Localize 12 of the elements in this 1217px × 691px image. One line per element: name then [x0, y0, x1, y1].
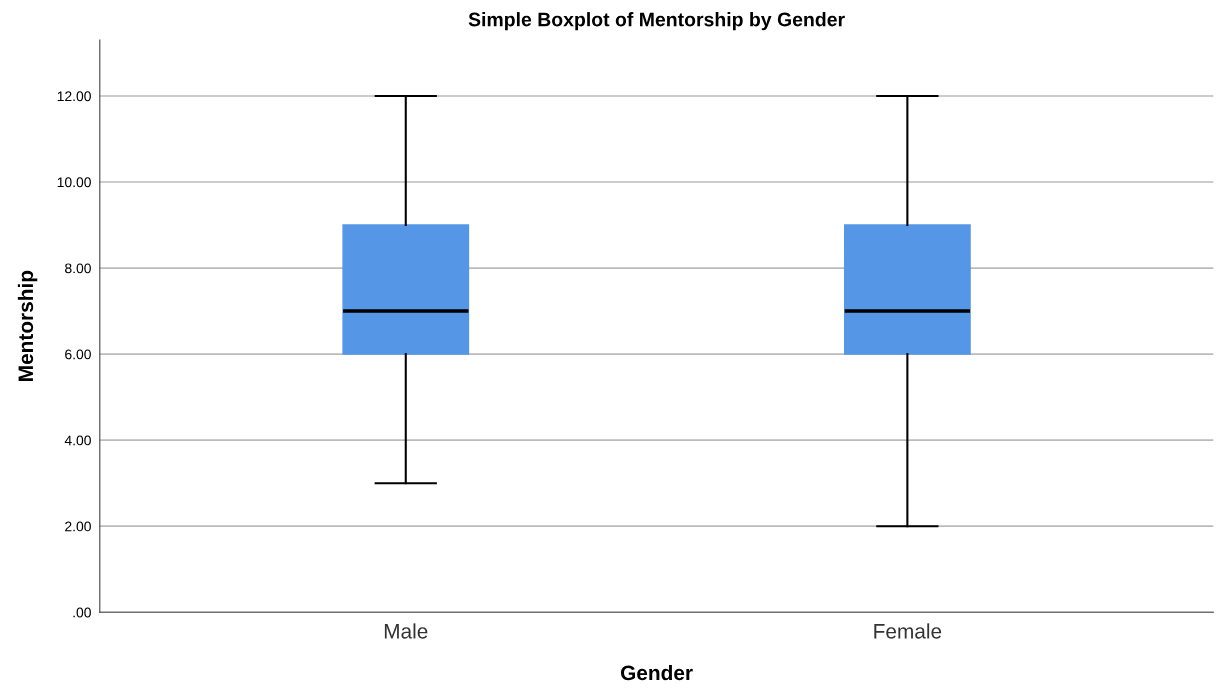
y-tick-label: 10.00: [57, 177, 91, 188]
y-tick-label: 4.00: [64, 435, 91, 446]
y-tick-label: 2.00: [65, 521, 91, 532]
y-tick-label: 8.00: [65, 263, 91, 274]
y-tick-label: 6.00: [65, 349, 91, 360]
x-tick-label: Male: [384, 623, 428, 639]
x-axis-title: Gender: [620, 664, 693, 681]
y-axis-title: Mentorship: [17, 270, 38, 381]
x-tick-label: Female: [874, 623, 942, 639]
chart-title: Simple Boxplot of Mentorship by Gender: [468, 12, 845, 31]
y-tick-label: 12.00: [57, 91, 91, 102]
y-tick-label: .00: [73, 607, 91, 618]
